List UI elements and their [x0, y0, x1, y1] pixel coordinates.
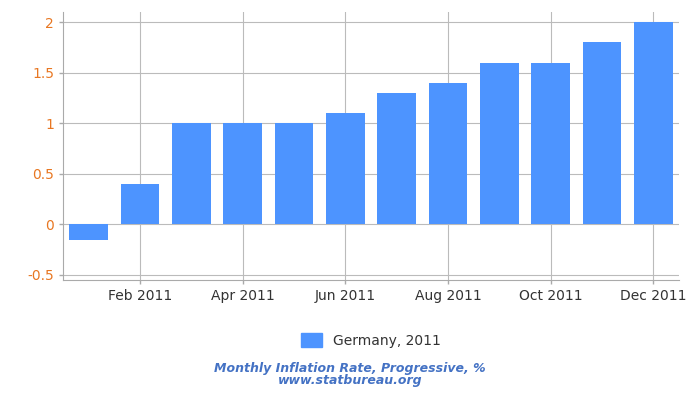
Bar — [531, 62, 570, 224]
Bar — [223, 123, 262, 224]
Bar — [428, 83, 468, 224]
Text: www.statbureau.org: www.statbureau.org — [278, 374, 422, 387]
Bar — [377, 93, 416, 224]
Text: Monthly Inflation Rate, Progressive, %: Monthly Inflation Rate, Progressive, % — [214, 362, 486, 375]
Legend: Germany, 2011: Germany, 2011 — [295, 328, 447, 354]
Bar — [69, 224, 108, 240]
Bar — [582, 42, 622, 224]
Bar — [326, 113, 365, 224]
Bar — [274, 123, 314, 224]
Bar — [172, 123, 211, 224]
Bar — [120, 184, 160, 224]
Bar — [634, 22, 673, 224]
Bar — [480, 62, 519, 224]
